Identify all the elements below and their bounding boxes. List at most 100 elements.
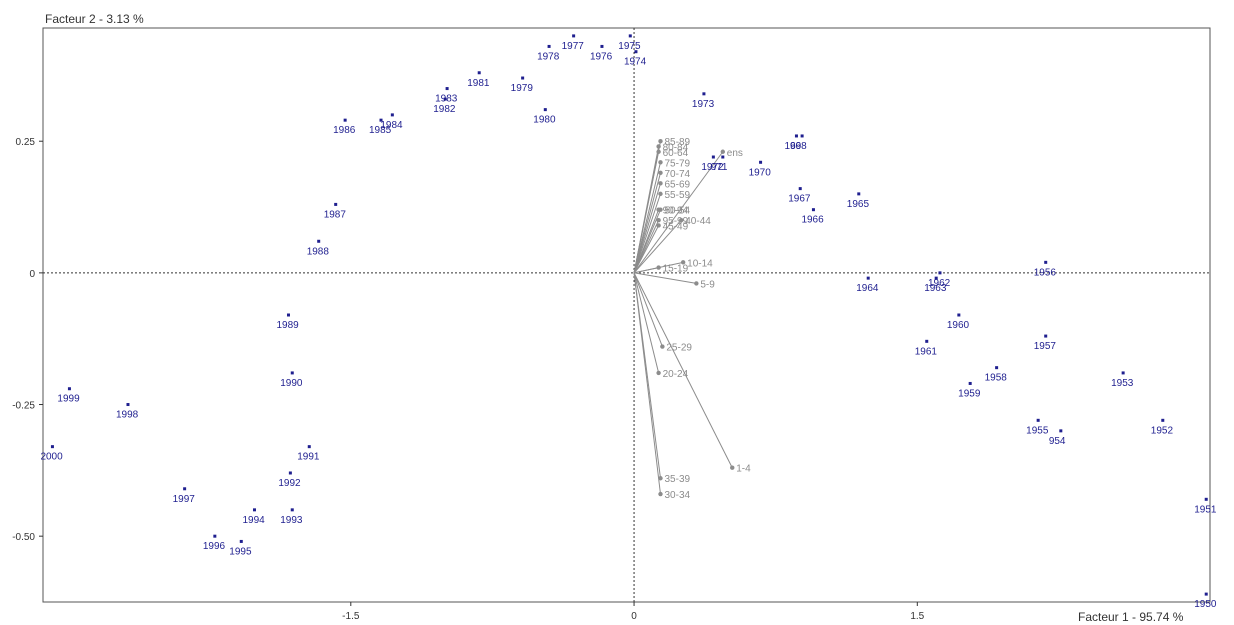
- variable-vector-line: [633, 272, 661, 479]
- variable-vector-point: [658, 191, 663, 197]
- variable-label: 70-74: [664, 169, 690, 180]
- year-point: [213, 534, 217, 538]
- year-point: [572, 34, 576, 38]
- year-label: 1979: [511, 83, 534, 94]
- variable-vector-point: [658, 160, 663, 165]
- variable-vector-point: [658, 476, 663, 481]
- variable-vector-point: [656, 370, 661, 376]
- plot-frame: [42, 27, 1211, 603]
- year-label: 1983: [435, 94, 458, 105]
- year-point: [702, 92, 706, 96]
- variable-vector-point: [656, 265, 661, 270]
- year-label: 1978: [537, 51, 560, 62]
- year-point: [925, 339, 929, 343]
- variable-label: 35-39: [664, 474, 690, 485]
- year-point: [252, 508, 256, 512]
- variable-label: ens: [727, 148, 743, 159]
- variable-label: 20-24: [663, 369, 689, 380]
- year-label: 1963: [924, 283, 947, 294]
- year-label: 971: [711, 162, 728, 173]
- variable-label: 15-19: [663, 264, 689, 275]
- year-label: 1966: [801, 215, 824, 226]
- year-label: 1964: [856, 283, 879, 294]
- year-label: 1981: [467, 78, 490, 89]
- year-label: 1987: [324, 209, 347, 220]
- variable-vector-line: [633, 141, 661, 273]
- year-point: [968, 381, 972, 385]
- variable-vector-point: [658, 170, 663, 176]
- year-label: 1953: [1111, 378, 1134, 389]
- year-label: 1967: [788, 194, 811, 205]
- year-point: [866, 276, 870, 280]
- year-label: 1962: [928, 278, 951, 289]
- year-label: 1958: [985, 373, 1008, 384]
- y-tick-label: -0.25: [12, 401, 35, 412]
- year-label: 1952: [1151, 425, 1174, 436]
- y-tick-label: 0: [29, 269, 35, 280]
- variable-vector-line: [633, 272, 697, 284]
- variable-vector-point: [730, 465, 735, 470]
- axis-ticks: -1.5 0 1.5 0.25 0 -0.25 -0.50: [12, 137, 924, 622]
- variable-vector-point: [694, 281, 699, 286]
- x-axis-title: Facteur 1 - 95.74 %: [1078, 610, 1184, 624]
- year-point: [721, 155, 725, 159]
- year-point: [857, 192, 861, 196]
- year-point: [443, 97, 447, 101]
- y-axis-title: Facteur 2 - 3.13 %: [45, 12, 144, 26]
- y-tick-label: 0.25: [16, 137, 36, 148]
- variable-vector-point: [680, 260, 686, 265]
- variable-vector-line: [633, 219, 682, 274]
- year-point: [759, 160, 763, 164]
- x-tick-label: -1.5: [342, 611, 360, 622]
- year-point: [634, 50, 638, 54]
- year-point: [290, 371, 294, 375]
- year-label: 1951: [1194, 504, 1217, 515]
- variable-label: 10-14: [687, 258, 713, 269]
- year-label: 1990: [280, 378, 303, 389]
- year-point: [1121, 371, 1125, 375]
- year-label: 1982: [433, 104, 456, 115]
- year-label: 1980: [533, 115, 556, 126]
- year-point: [288, 471, 292, 475]
- variable-vector-point: [658, 139, 663, 144]
- variable-vector-point: [658, 491, 663, 497]
- year-point: [798, 187, 802, 191]
- variable-label: 30-34: [664, 490, 690, 501]
- year-point: [1204, 592, 1208, 596]
- year-label: 1991: [297, 452, 320, 463]
- variable-vector-point: [658, 181, 663, 186]
- variable-label: 25-29: [666, 343, 692, 354]
- year-point: [307, 445, 311, 449]
- year-point: [317, 239, 321, 243]
- year-label: 1992: [278, 478, 301, 489]
- year-label: 1989: [276, 320, 299, 331]
- year-point: [334, 202, 338, 206]
- y-tick-label: -0.50: [12, 532, 35, 543]
- variable-vector-line: [633, 267, 659, 274]
- variable-label: 85-89: [664, 137, 690, 148]
- variable-label: 45-49: [663, 221, 689, 232]
- year-label: 1970: [749, 167, 772, 178]
- variable-vector-line: [633, 272, 663, 347]
- year-label: 1988: [307, 246, 330, 257]
- year-label: 1974: [624, 57, 647, 68]
- year-point: [521, 76, 525, 80]
- year-point: [800, 134, 804, 138]
- year-label: 1998: [116, 410, 139, 421]
- year-label: 1960: [947, 320, 970, 331]
- year-label: 2000: [40, 452, 63, 463]
- year-label: 1972: [701, 162, 724, 173]
- year-point: [628, 34, 632, 38]
- year-label: 1977: [562, 41, 585, 52]
- year-label: 1950: [1194, 599, 1217, 610]
- year-point: [1059, 429, 1063, 433]
- year-label: 1957: [1034, 341, 1057, 352]
- year-label: 1973: [692, 99, 715, 110]
- year-point: [934, 276, 938, 280]
- variable-label: 55-59: [664, 190, 690, 201]
- year-label: 1996: [203, 541, 226, 552]
- zero-lines: [43, 28, 1210, 602]
- year-point: [67, 387, 71, 391]
- year-point: [1204, 497, 1208, 501]
